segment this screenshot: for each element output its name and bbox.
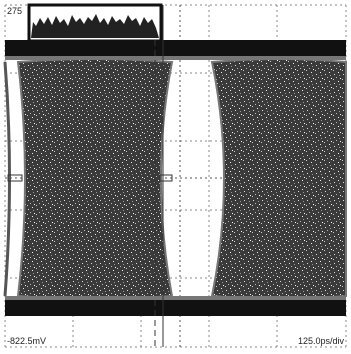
page: 275 -822.5mV 125.0ps/div (() => { const … — [0, 0, 351, 354]
bottom-right-label: 125.0ps/div — [298, 336, 345, 346]
bottom-level-band — [5, 298, 346, 316]
top-level-band — [5, 40, 346, 58]
bottom-band-edge — [5, 296, 346, 300]
bottom-left-label: -822.5mV — [7, 336, 46, 346]
scope-display: 275 -822.5mV 125.0ps/div — [0, 0, 351, 354]
top-left-label: 275 — [7, 6, 22, 16]
eye-right — [212, 59, 346, 299]
eye-left — [18, 59, 172, 299]
top-band-edge — [5, 56, 346, 60]
